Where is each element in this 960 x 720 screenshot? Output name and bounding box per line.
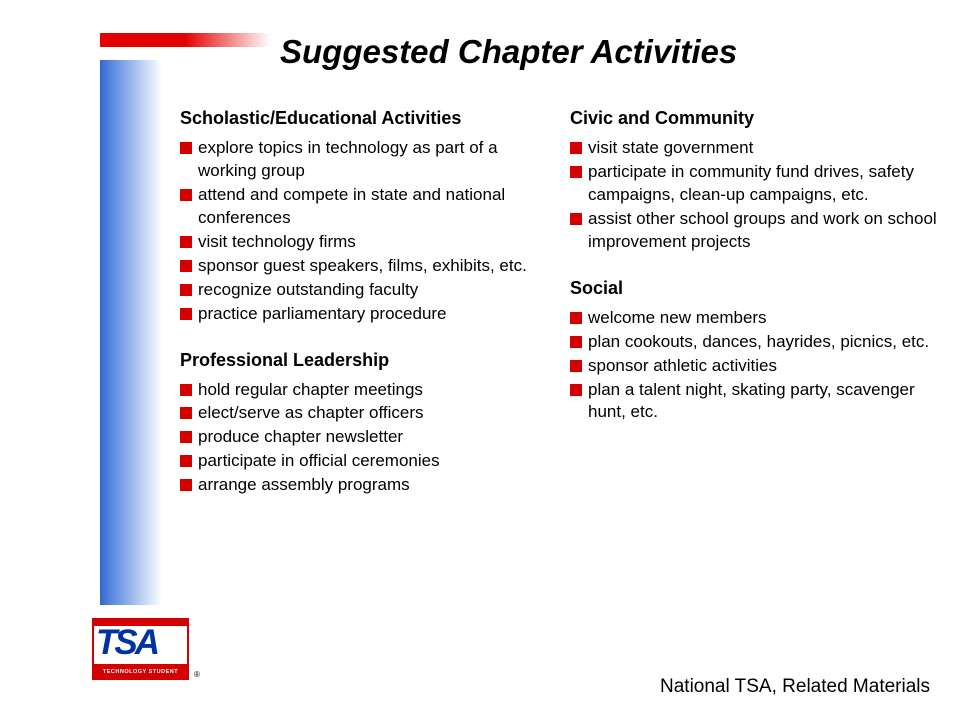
list-item: explore topics in technology as part of … [180, 137, 550, 183]
list-item: practice parliamentary procedure [180, 303, 550, 326]
logo-acronym: TSA [96, 626, 157, 663]
right-column: Civic and Community visit state governmen… [570, 108, 940, 521]
list-item: plan a talent night, skating party, scav… [570, 379, 940, 425]
list-item: sponsor guest speakers, films, exhibits,… [180, 255, 550, 278]
list-item: produce chapter newsletter [180, 426, 550, 449]
registered-mark: ® [194, 670, 200, 679]
section: Professional Leadership hold regular chap… [180, 350, 550, 498]
bullet-list: visit state governmentparticipate in com… [570, 137, 940, 254]
list-item: participate in official ceremonies [180, 450, 550, 473]
side-accent-bar [100, 60, 162, 605]
list-item: attend and compete in state and national… [180, 184, 550, 230]
content-area: Scholastic/Educational Activities explore… [180, 108, 940, 521]
bullet-list: welcome new membersplan cookouts, dances… [570, 307, 940, 425]
section: Social welcome new membersplan cookouts, … [570, 278, 940, 425]
footer-text: National TSA, Related Materials [660, 676, 930, 698]
tsa-logo: TSA TECHNOLOGY STUDENT ASSOCIATION [88, 618, 193, 680]
list-item: hold regular chapter meetings [180, 379, 550, 402]
list-item: elect/serve as chapter officers [180, 402, 550, 425]
list-item: sponsor athletic activities [570, 355, 940, 378]
list-item: plan cookouts, dances, hayrides, picnics… [570, 331, 940, 354]
list-item: visit state government [570, 137, 940, 160]
section-heading: Professional Leadership [180, 350, 550, 371]
list-item: welcome new members [570, 307, 940, 330]
slide-title: Suggested Chapter Activities [280, 33, 940, 71]
list-item: arrange assembly programs [180, 474, 550, 497]
section: Civic and Community visit state governmen… [570, 108, 940, 254]
section-heading: Civic and Community [570, 108, 940, 129]
logo-subtitle: TECHNOLOGY STUDENT ASSOCIATION [92, 664, 189, 680]
slide: Suggested Chapter Activities Scholastic/… [0, 0, 960, 720]
section-heading: Scholastic/Educational Activities [180, 108, 550, 129]
left-column: Scholastic/Educational Activities explore… [180, 108, 550, 521]
list-item: recognize outstanding faculty [180, 279, 550, 302]
top-accent-bar [100, 33, 270, 47]
bullet-list: explore topics in technology as part of … [180, 137, 550, 326]
list-item: assist other school groups and work on s… [570, 208, 940, 254]
logo-top-bar [92, 618, 189, 626]
list-item: participate in community fund drives, sa… [570, 161, 940, 207]
list-item: visit technology firms [180, 231, 550, 254]
bullet-list: hold regular chapter meetingselect/serve… [180, 379, 550, 498]
section: Scholastic/Educational Activities explore… [180, 108, 550, 326]
section-heading: Social [570, 278, 940, 299]
logo-middle: TSA [92, 626, 189, 664]
